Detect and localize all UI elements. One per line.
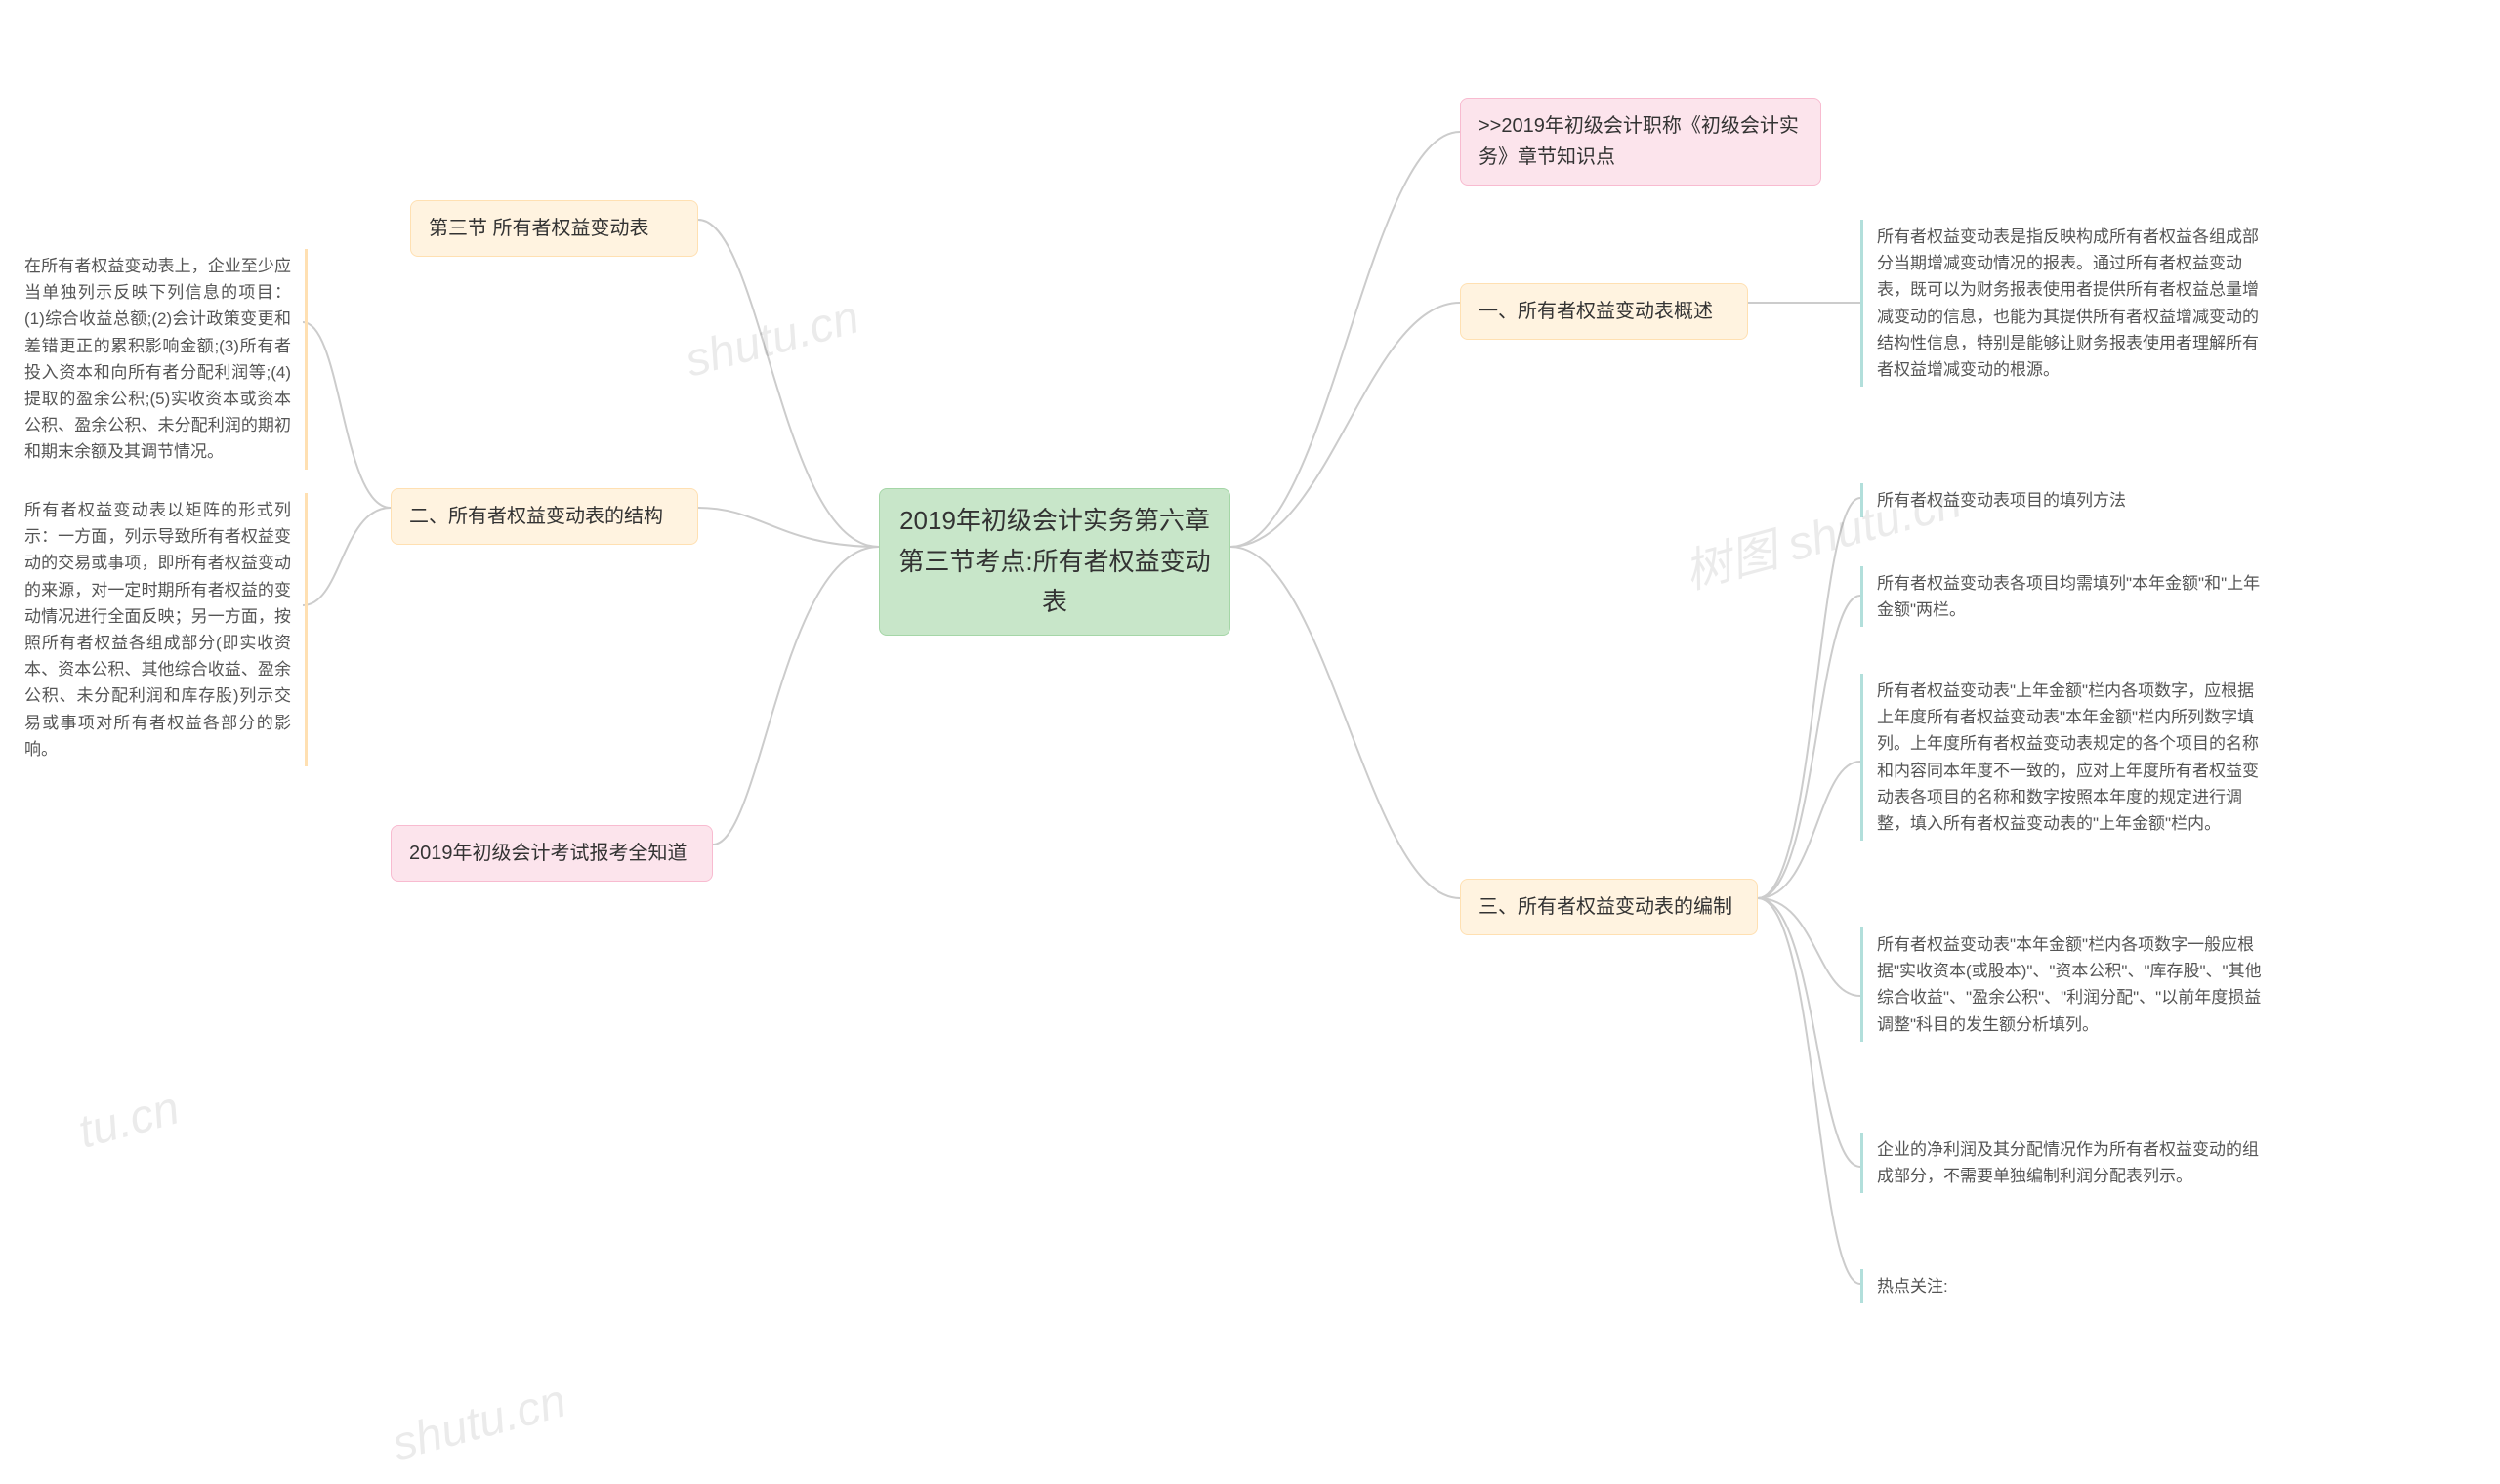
right-node-3-leaf3-text: 所有者权益变动表"上年金额"栏内各项数字，应根据上年度所有者权益变动表"本年金额…	[1877, 681, 2259, 833]
right-node-3-leaf4: 所有者权益变动表"本年金额"栏内各项数字一般应根据"实收资本(或股本)"、"资本…	[1860, 928, 2280, 1042]
left-node-1: 第三节 所有者权益变动表	[410, 200, 698, 257]
center-node: 2019年初级会计实务第六章第三节考点:所有者权益变动表	[879, 488, 1230, 636]
left-node-2-leaf1: 在所有者权益变动表上，企业至少应当单独列示反映下列信息的项目：(1)综合收益总额…	[15, 249, 308, 470]
right-node-3-leaf6-text: 热点关注:	[1877, 1277, 1948, 1296]
right-node-2-leaf-text: 所有者权益变动表是指反映构成所有者权益各组成部分当期增减变动情况的报表。通过所有…	[1877, 227, 2259, 379]
right-node-3-leaf2-text: 所有者权益变动表各项目均需填列"本年金额"和"上年金额"两栏。	[1877, 574, 2260, 619]
watermark-4: shutu.cn	[387, 1374, 572, 1471]
right-node-3-leaf5: 企业的净利润及其分配情况作为所有者权益变动的组成部分，不需要单独编制利润分配表列…	[1860, 1133, 2280, 1193]
left-node-2-leaf2-text: 所有者权益变动表以矩阵的形式列示：一方面，列示导致所有者权益变动的交易或事项，即…	[24, 501, 291, 759]
left-node-1-label: 第三节 所有者权益变动表	[429, 218, 649, 239]
center-title: 2019年初级会计实务第六章第三节考点:所有者权益变动表	[898, 506, 1210, 616]
left-node-2-leaf1-text: 在所有者权益变动表上，企业至少应当单独列示反映下列信息的项目：(1)综合收益总额…	[24, 257, 291, 461]
right-node-2: 一、所有者权益变动表概述	[1460, 283, 1748, 340]
watermark-1: shutu.cn	[680, 290, 865, 388]
left-node-2-label: 二、所有者权益变动表的结构	[409, 506, 663, 527]
right-node-3-leaf1-text: 所有者权益变动表项目的填列方法	[1877, 491, 2126, 510]
right-node-3-label: 三、所有者权益变动表的编制	[1479, 896, 1732, 918]
right-node-3-leaf2: 所有者权益变动表各项目均需填列"本年金额"和"上年金额"两栏。	[1860, 566, 2280, 627]
left-node-2: 二、所有者权益变动表的结构	[391, 488, 698, 545]
right-node-1: >>2019年初级会计职称《初级会计实务》章节知识点	[1460, 98, 1821, 186]
right-node-3-leaf4-text: 所有者权益变动表"本年金额"栏内各项数字一般应根据"实收资本(或股本)"、"资本…	[1877, 935, 2262, 1034]
right-node-2-label: 一、所有者权益变动表概述	[1479, 301, 1713, 322]
right-node-3-leaf5-text: 企业的净利润及其分配情况作为所有者权益变动的组成部分，不需要单独编制利润分配表列…	[1877, 1140, 2259, 1185]
left-node-2-leaf2: 所有者权益变动表以矩阵的形式列示：一方面，列示导致所有者权益变动的交易或事项，即…	[15, 493, 308, 766]
right-node-3-leaf3: 所有者权益变动表"上年金额"栏内各项数字，应根据上年度所有者权益变动表"本年金额…	[1860, 674, 2280, 841]
right-node-3-leaf1: 所有者权益变动表项目的填列方法	[1860, 483, 2280, 517]
left-node-3-label: 2019年初级会计考试报考全知道	[409, 843, 688, 864]
right-node-2-leaf: 所有者权益变动表是指反映构成所有者权益各组成部分当期增减变动情况的报表。通过所有…	[1860, 220, 2280, 387]
watermark-3: tu.cn	[73, 1081, 186, 1159]
left-node-3: 2019年初级会计考试报考全知道	[391, 825, 713, 882]
right-node-1-label: >>2019年初级会计职称《初级会计实务》章节知识点	[1479, 115, 1799, 168]
right-node-3-leaf6: 热点关注:	[1860, 1269, 2280, 1303]
right-node-3: 三、所有者权益变动表的编制	[1460, 879, 1758, 935]
